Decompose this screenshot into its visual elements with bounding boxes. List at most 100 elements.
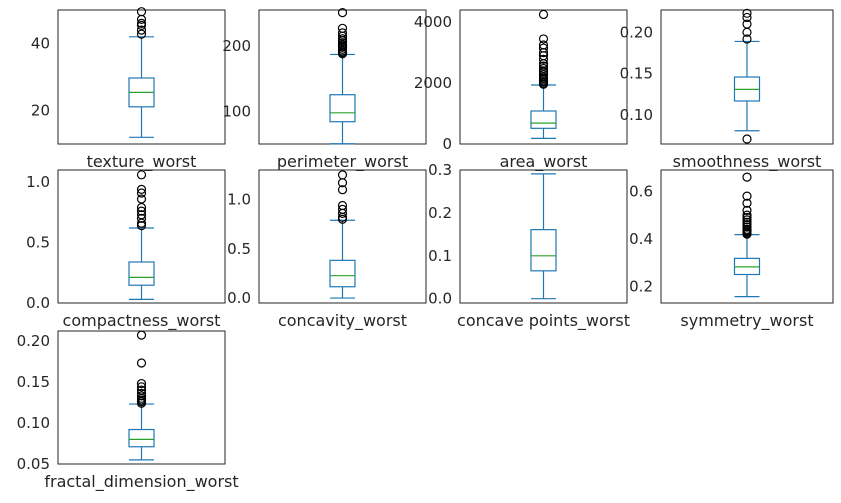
subplot-8: 0.05 0.10 0.15 0.20 fractal_dimension_worst (17, 330, 239, 492)
y-tick-label: 0.5 (227, 240, 251, 258)
x-axis-label: concave points_worst (457, 311, 630, 331)
outlier-point (136, 213, 147, 223)
outlier-point (136, 206, 147, 216)
outlier-point (136, 382, 147, 392)
iqr-box (530, 110, 557, 129)
y-tick-label: 0.4 (629, 230, 653, 248)
x-axis-label: symmetry_worst (680, 311, 813, 331)
outlier-point (538, 61, 549, 71)
x-axis-label: fractal_dimension_worst (44, 472, 238, 492)
outlier-point (742, 224, 752, 234)
outlier-point (742, 191, 752, 201)
subplot-0: 20 40 texture_worst (31, 7, 226, 172)
outlier-point (742, 172, 752, 182)
x-axis-label: smoothness_worst (673, 152, 822, 172)
outlier-point (337, 200, 348, 211)
iqr-box (329, 94, 356, 123)
outlier-point (742, 222, 752, 232)
y-tick-label: 200 (222, 37, 251, 55)
y-tick-label: 0.15 (17, 373, 50, 391)
outlier-point (136, 184, 147, 194)
outlier-point (136, 210, 147, 220)
outlier-point (742, 212, 752, 223)
outlier-point (742, 210, 752, 220)
outlier-point (337, 34, 348, 44)
y-tick-label: 100 (222, 102, 251, 120)
plot-frame (660, 169, 834, 304)
plot-frame (57, 169, 226, 304)
y-tick-label: 20 (31, 102, 50, 120)
outlier-point (136, 170, 147, 180)
outlier-point (337, 204, 348, 215)
y-tick-label: 0.20 (620, 23, 653, 41)
outlier-point (742, 217, 752, 227)
y-tick-label: 0.5 (26, 234, 50, 252)
outlier-point (538, 40, 549, 50)
iqr-box (128, 261, 155, 286)
y-tick-label: 0.0 (26, 294, 50, 312)
y-tick-label: 0.10 (620, 106, 653, 124)
plot-frame (459, 169, 628, 304)
outlier-point (742, 134, 752, 144)
plot-frame (660, 9, 834, 145)
y-tick-label: 0.3 (428, 161, 452, 179)
x-axis-label: perimeter_worst (277, 152, 408, 172)
y-tick-label: 0.05 (17, 455, 50, 473)
outlier-point (337, 28, 348, 38)
y-tick-label: 0.15 (620, 65, 653, 83)
outlier-point (337, 185, 348, 195)
y-tick-label: 0.0 (428, 290, 452, 308)
y-tick-label: 0 (442, 135, 452, 153)
iqr-box (530, 229, 557, 272)
outlier-point (538, 9, 549, 20)
outlier-point (136, 388, 147, 398)
subplot-5: 0.0 0.5 1.0 concavity_worst (227, 169, 427, 331)
outlier-point (538, 63, 549, 74)
x-axis-label: area_worst (500, 152, 588, 172)
plot-frame (57, 9, 226, 145)
outlier-point (136, 358, 147, 368)
outlier-point (136, 194, 147, 204)
y-tick-label: 0.6 (629, 182, 653, 200)
outlier-point (742, 34, 752, 44)
outlier-point (742, 198, 752, 208)
outlier-point (538, 54, 549, 64)
subplot-2: 0 2000 4000 area_worst (414, 9, 628, 172)
y-tick-label: 0.10 (17, 414, 50, 432)
outlier-point (136, 391, 147, 401)
outlier-point (136, 385, 147, 395)
outlier-point (742, 215, 752, 225)
x-axis-label: texture_worst (87, 152, 197, 172)
outlier-point (136, 7, 147, 17)
y-tick-label: 4000 (414, 13, 452, 31)
iqr-box (329, 259, 356, 288)
outlier-point (538, 34, 549, 44)
outlier-point (742, 8, 752, 18)
outlier-point (742, 12, 752, 23)
iqr-box (128, 428, 155, 448)
outlier-point (742, 19, 752, 29)
outlier-point (742, 220, 752, 230)
outlier-point (337, 170, 348, 180)
x-axis-label: compactness_worst (63, 311, 221, 331)
plot-frame (258, 169, 427, 304)
outlier-point (136, 221, 147, 231)
outlier-point (337, 23, 348, 33)
outlier-point (136, 188, 147, 198)
subplot-7: 0.2 0.4 0.6 symmetry_worst (629, 169, 834, 331)
y-tick-label: 1.0 (227, 191, 251, 209)
outlier-point (337, 8, 348, 18)
outlier-point (136, 330, 147, 340)
y-tick-label: 0.2 (629, 277, 653, 295)
outlier-point (136, 378, 147, 389)
subplot-4: 0.0 0.5 1.0 compactness_worst (26, 169, 226, 331)
outlier-point (538, 66, 549, 76)
x-axis-label: concavity_worst (278, 311, 407, 331)
y-tick-label: 0.20 (17, 332, 50, 350)
y-tick-label: 0.0 (227, 289, 251, 307)
y-tick-label: 0.1 (428, 247, 452, 265)
outlier-point (136, 18, 147, 28)
outlier-point (136, 25, 147, 35)
outlier-point (538, 43, 549, 53)
